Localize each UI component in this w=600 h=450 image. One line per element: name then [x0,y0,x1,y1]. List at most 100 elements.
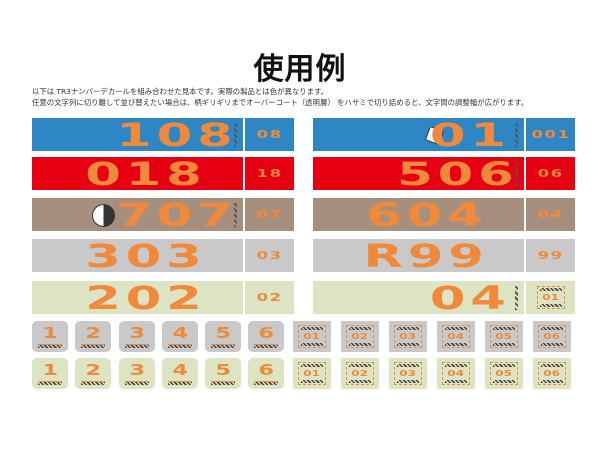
small-number: 08 [256,128,283,141]
small-number: 03 [256,249,283,262]
tile-number: 01 [303,331,321,341]
stripe-marking [168,343,192,348]
decal-small: 06 [526,157,575,190]
tile-number: 01 [303,368,321,378]
decal-bar: 018 [32,157,243,190]
stripe-marking [254,343,278,348]
tile-digit: 1 [42,323,58,342]
decal-bar: 04 [313,281,524,314]
tile-digit: 2 [85,323,101,342]
digit-tile: 3 [119,321,155,352]
small-number: 01 [542,292,559,302]
stripe-marking [445,343,467,346]
decal-small: 18 [245,157,294,190]
stripe-marking [349,343,371,346]
decal-number: R99 [363,239,490,272]
decal-small: 04 [526,198,575,231]
tile-digit: 6 [258,360,274,379]
stripe-marking [349,380,371,383]
boxed-tile: 03 [389,358,427,389]
small-number: 07 [256,208,283,221]
stripe-marking [211,343,235,348]
stripe-marking [539,304,562,307]
stripe-marking [445,380,467,383]
decal-bar: R99 [313,239,524,272]
decal-small: 07 [245,198,294,231]
stripe-marking [397,364,419,367]
boxed-tile: 05 [485,358,523,389]
stripe-marking [125,343,149,348]
stripe-marking [397,327,419,330]
boxed-number: 04 [442,325,470,348]
boxed-number: 02 [346,325,374,348]
small-number: 99 [537,249,564,262]
boxed-tile: 04 [437,321,475,352]
stripe-marking [493,364,515,367]
decal-number: 01 [430,118,512,151]
stripe-marking [168,380,192,385]
small-number: 02 [256,291,283,304]
tile-digit: 6 [258,323,274,342]
boxed-tile: 02 [341,358,379,389]
boxed-number: 03 [394,362,422,385]
tile-digit: 5 [215,360,231,379]
stripe-marking [38,380,62,385]
decal-number: 303 [84,239,207,272]
stripe-marking [445,364,467,367]
stripe-marking [81,380,105,385]
stripe-marking [539,288,562,291]
decal-bar: 01 [313,118,524,151]
boxed-tile: 06 [533,321,571,352]
small-number: 001 [531,128,570,141]
decal-number: 108 [116,118,238,151]
boxed-tile: 01 [293,358,331,389]
tile-digit: 4 [172,360,188,379]
decal-bar: 303 [32,239,243,272]
boxed-tile: 03 [389,321,427,352]
stripe-marking [541,327,563,330]
small-number: 18 [256,167,283,180]
boxed-tile: 06 [533,358,571,389]
decal-bar: 108 [32,118,243,151]
decal-bar: 707 [32,198,243,231]
digit-tile: 6 [248,321,284,352]
stripe-marking [515,123,518,147]
stripe-marking [211,380,235,385]
description-line-1: 以下は TR3ナンバーデカールを組み合わせた見本です。実際の製品とは色が異なりま… [32,87,329,96]
digit-tile: 1 [32,321,68,352]
digit-tile: 2 [75,321,111,352]
stripe-marking [349,327,371,330]
boxed-tile: 04 [437,358,475,389]
tile-number: 04 [447,331,465,341]
decal-bar: 202 [32,281,243,314]
stripe-marking [81,343,105,348]
decal-small: 001 [526,118,575,151]
boxed-number: 05 [490,325,518,348]
decal-small: 01 [526,281,575,314]
digit-tile: 4 [162,321,198,352]
stripe-marking [301,343,323,346]
stripe-marking [125,380,149,385]
stripe-marking [541,364,563,367]
stripe-marking [38,343,62,348]
yin-yang-icon [92,204,115,227]
stripe-marking [515,162,518,186]
boxed-number: 06 [538,325,566,348]
tile-digit: 4 [172,323,188,342]
digit-tile: 5 [205,358,241,389]
stripe-marking [493,327,515,330]
stripe-marking [301,364,323,367]
stripe-marking [541,380,563,383]
stripe-marking [397,380,419,383]
decal-bar: 604 [313,198,524,231]
boxed-tile: 02 [341,321,379,352]
boxed-number: 04 [442,362,470,385]
digit-tile: 3 [119,358,155,389]
decal-bar: 506 [313,157,524,190]
digit-tile: 5 [205,321,241,352]
tile-number: 05 [495,368,513,378]
stripe-marking [541,343,563,346]
tile-number: 03 [399,331,417,341]
tile-number: 05 [495,331,513,341]
boxed-number: 02 [346,362,374,385]
